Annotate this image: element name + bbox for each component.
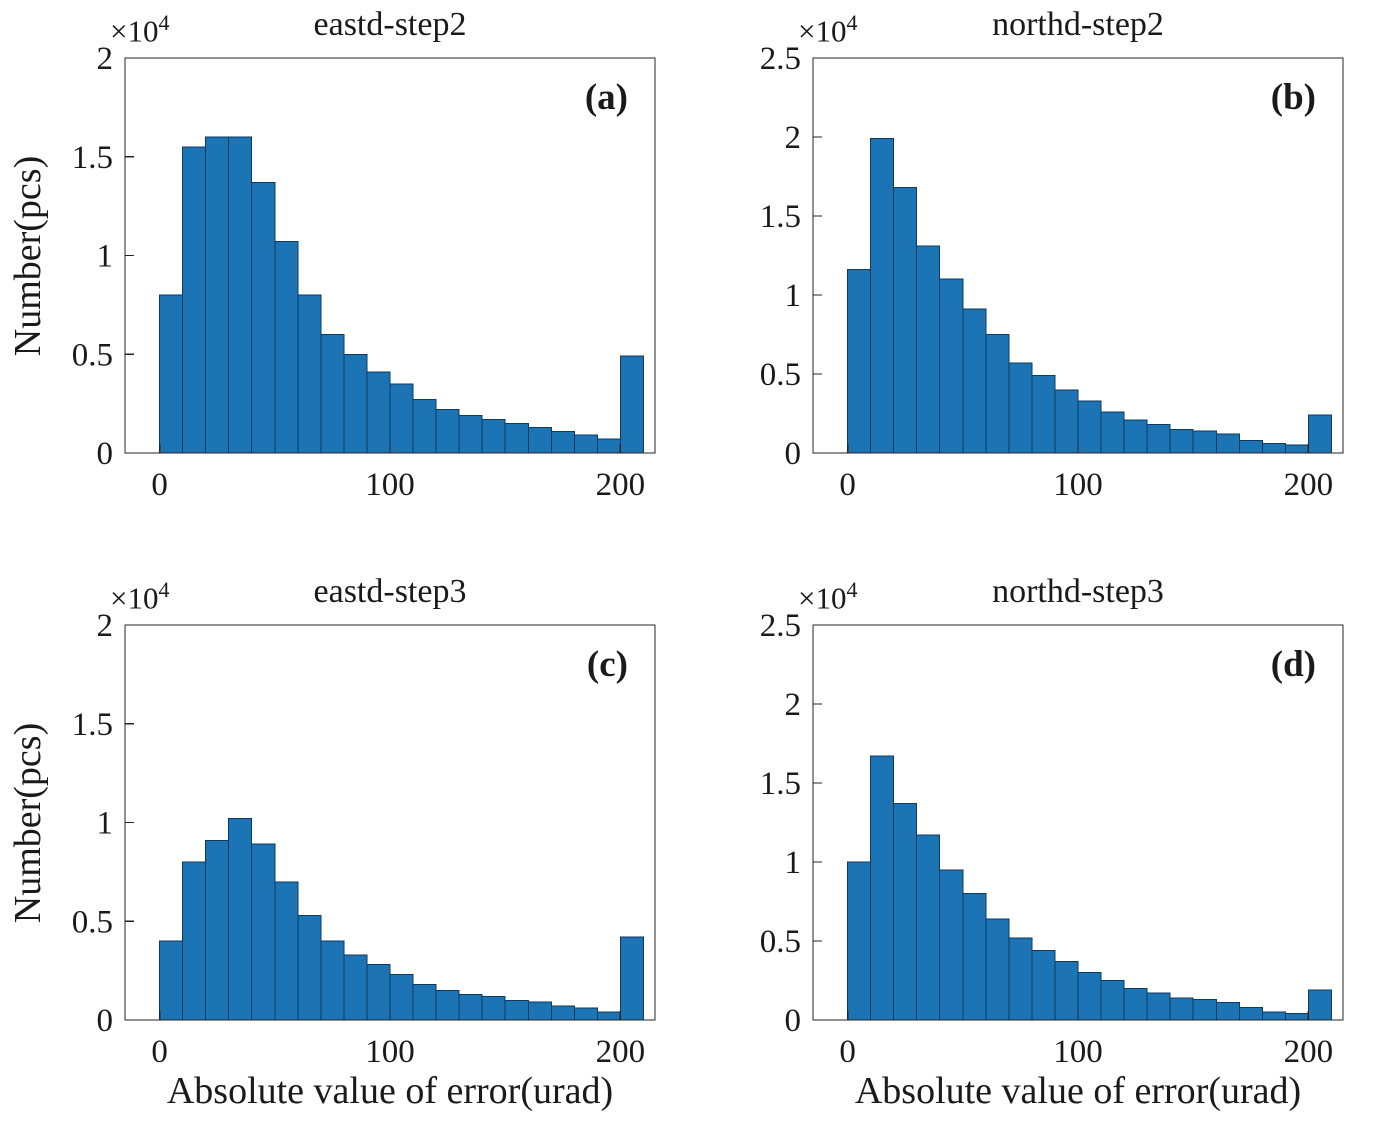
- svg-text:0: 0: [151, 467, 168, 503]
- svg-text:1: 1: [785, 278, 802, 314]
- y-exponent-base: ×10: [798, 580, 847, 616]
- svg-text:2: 2: [785, 687, 802, 723]
- svg-text:1.5: 1.5: [72, 140, 113, 176]
- y-exponent-power: 4: [158, 577, 170, 602]
- svg-text:0.5: 0.5: [760, 357, 801, 393]
- y-exponent-label-a: ×104: [110, 10, 169, 49]
- histogram-plot-c: 0 100 200 0 0.5 1 1.5 2: [72, 608, 656, 1070]
- svg-text:100: 100: [1053, 1034, 1103, 1070]
- panel-d: ×104 northd-step3 0 100 200 0 0.5 1 1.5 2 2.5 (d…: [688, 567, 1376, 1135]
- svg-text:2: 2: [785, 120, 802, 156]
- y-exponent-label-b: ×104: [798, 10, 857, 49]
- svg-text:0: 0: [839, 467, 856, 503]
- histogram-plot-d: 0 100 200 0 0.5 1 1.5 2 2.5: [760, 608, 1344, 1070]
- svg-text:0: 0: [97, 1003, 114, 1039]
- svg-text:1.5: 1.5: [760, 199, 801, 235]
- svg-text:200: 200: [596, 467, 646, 503]
- chart-title-c: eastd-step3: [313, 573, 467, 610]
- y-exponent-power: 4: [846, 10, 858, 35]
- x-axis-label-c: Absolute value of error(urad): [166, 1070, 614, 1112]
- svg-text:1.5: 1.5: [72, 707, 113, 743]
- svg-text:2: 2: [97, 608, 114, 644]
- svg-text:100: 100: [1053, 467, 1103, 503]
- y-exponent-label-c: ×104: [110, 577, 169, 616]
- svg-text:0: 0: [97, 436, 114, 472]
- svg-text:1.5: 1.5: [760, 766, 801, 802]
- y-exponent-base: ×10: [798, 13, 847, 49]
- y-exponent-base: ×10: [110, 13, 159, 49]
- panel-c: ×104 eastd-step3 Number(pcs) 0 100 200 0 0.5…: [0, 567, 688, 1135]
- y-exponent-power: 4: [846, 577, 858, 602]
- panel-annotation-d: (d): [1270, 644, 1316, 685]
- histogram-plot-b: 0 100 200 0 0.5 1 1.5 2 2.5: [760, 41, 1344, 503]
- svg-text:0: 0: [785, 436, 802, 472]
- chart-title-b: northd-step2: [992, 6, 1164, 43]
- svg-text:100: 100: [365, 1034, 415, 1070]
- svg-text:2.5: 2.5: [760, 608, 801, 644]
- panel-annotation-c: (c): [586, 644, 628, 685]
- svg-text:1: 1: [97, 239, 114, 275]
- y-exponent-power: 4: [158, 10, 170, 35]
- svg-text:0.5: 0.5: [72, 337, 113, 373]
- svg-text:0: 0: [785, 1003, 802, 1039]
- svg-text:0.5: 0.5: [72, 904, 113, 940]
- svg-text:1: 1: [785, 845, 802, 881]
- svg-text:0: 0: [151, 1034, 168, 1070]
- chart-title-d: northd-step3: [992, 573, 1164, 610]
- chart-title-a: eastd-step2: [313, 6, 467, 43]
- svg-text:200: 200: [596, 1034, 646, 1070]
- svg-text:0: 0: [839, 1034, 856, 1070]
- y-exponent-base: ×10: [110, 580, 159, 616]
- y-exponent-label-d: ×104: [798, 577, 857, 616]
- panel-a: ×104 eastd-step2 Number(pcs) 0 100 200 0 0.5…: [0, 0, 688, 567]
- svg-text:0.5: 0.5: [760, 924, 801, 960]
- svg-text:2: 2: [97, 41, 114, 77]
- histogram-plot-a: 0 100 200 0 0.5 1 1.5 2: [72, 41, 656, 503]
- x-axis-label-d: Absolute value of error(urad): [854, 1070, 1302, 1112]
- svg-text:1: 1: [97, 806, 114, 842]
- panel-annotation-a: (a): [584, 77, 628, 118]
- panel-annotation-b: (b): [1270, 77, 1316, 118]
- svg-text:200: 200: [1284, 1034, 1334, 1070]
- panel-b: ×104 northd-step2 0 100 200 0 0.5 1 1.5 2 2.5 (b…: [688, 0, 1376, 567]
- svg-text:2.5: 2.5: [760, 41, 801, 77]
- svg-text:200: 200: [1284, 467, 1334, 503]
- svg-text:100: 100: [365, 467, 415, 503]
